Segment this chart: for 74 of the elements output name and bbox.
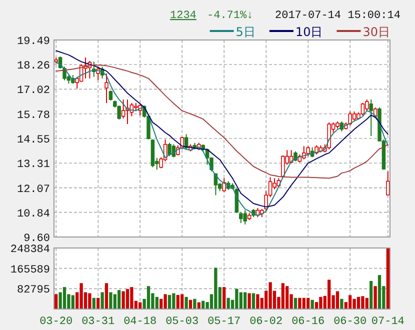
bar [378,275,382,310]
x-tick-label: 03-20 [40,316,73,328]
text: 1234 [170,10,197,22]
bar [235,288,238,310]
y-tick-label: 19.49 [16,36,50,48]
bar [180,294,184,310]
bar [310,300,314,310]
bar [62,287,66,310]
bar [340,298,344,310]
x-tick-label: 07-14 [371,316,405,328]
bar [100,292,104,310]
y-tick-label: 15.78 [16,110,50,122]
x-tick-label: 05-17 [208,316,241,328]
bar [239,292,242,310]
x-tick-label: 05-03 [166,316,199,328]
legend-label: 10日 [295,25,323,39]
y-tick-label: 12.07 [16,184,50,196]
bar [328,280,331,310]
bar [281,283,284,310]
bar [222,287,226,310]
bar [374,286,377,310]
bar [164,294,167,310]
bar [176,294,180,310]
bar [256,294,260,310]
bar [348,295,352,310]
bar [370,280,373,310]
bar [214,268,218,310]
bar [155,296,158,310]
bar [130,287,134,310]
bar [88,293,92,310]
x-tick-label: 06-30 [334,316,367,328]
legend-label: 30日 [362,25,390,39]
y-tick-label: 10.84 [16,208,50,220]
bar [104,283,108,310]
bar [298,298,302,310]
bar [252,293,256,310]
x-tick-label: 06-16 [292,316,325,328]
bar [113,294,116,310]
bar [172,293,176,310]
bar [126,289,130,310]
bar [352,298,356,310]
bar [54,294,58,310]
bar [118,290,121,310]
bar [319,296,322,310]
bar [193,298,196,310]
y-tick-label: 13.31 [16,159,50,172]
bar [122,291,125,310]
bar [336,291,340,310]
bar [168,294,172,310]
y-tick-label: 82795 [16,284,50,297]
bar [248,293,251,310]
bar [184,296,188,310]
text: 2017-07-14 15:00:14 [275,10,401,22]
y-tick-label: 18.26 [16,60,50,72]
bar [361,296,364,310]
bar [226,298,230,310]
x-tick-label: 04-18 [124,316,157,328]
text: -4.71%↓ [207,10,254,22]
bar [109,292,112,310]
bar [244,292,247,310]
bar [146,286,150,310]
bar [71,295,74,310]
legend-label: 5日 [236,25,256,39]
y-tick-label: 248384 [10,244,50,256]
bar [286,286,289,310]
y-tick-label: 9.60 [24,233,50,245]
y-tick-label: 165589 [10,264,50,276]
bar [356,296,360,310]
bar [80,283,83,310]
x-tick-label: 06-02 [250,316,283,328]
y-tick-label: 14.55 [16,134,50,146]
y-tick-label: 17.02 [16,85,50,98]
x-tick-label: 03-31 [82,316,115,328]
bar [268,282,272,310]
